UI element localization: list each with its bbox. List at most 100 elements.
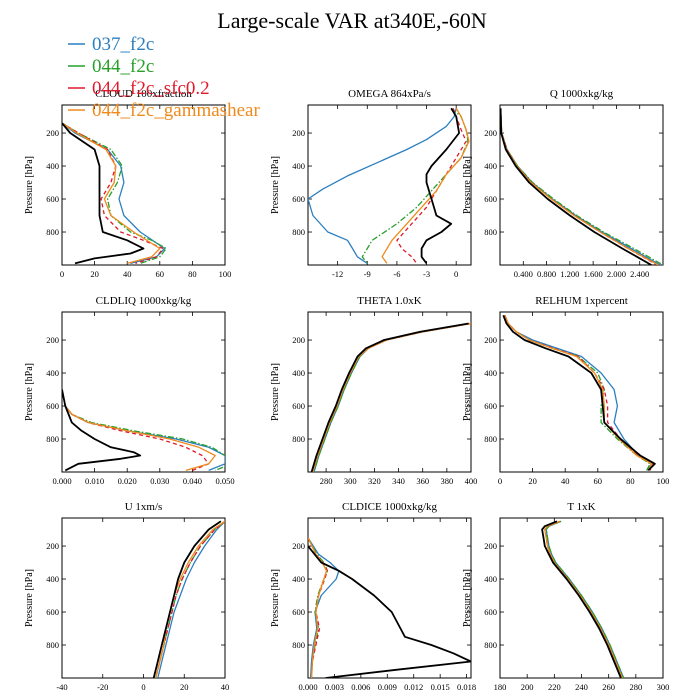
series-line-037-f2c (308, 108, 457, 264)
x-tick-label: 0.015 (431, 682, 450, 692)
x-tick-label: 320 (368, 476, 381, 486)
chart-panel: THETA 1.0xK 280 300 320 340 360 380 400 200 400 60… (270, 295, 477, 486)
legend-label: 037_f2c (92, 34, 154, 55)
x-tick-label: 0.800 (537, 269, 556, 279)
y-tick-label: 600 (292, 607, 305, 617)
y-axis-label: Pressure [hPa] (24, 156, 35, 214)
y-tick-label: 400 (46, 161, 59, 171)
x-tick-label: 0.018 (457, 682, 476, 692)
y-tick-label: 200 (292, 128, 305, 138)
x-tick-label: 0.003 (325, 682, 344, 692)
x-tick-label: 60 (594, 476, 603, 486)
series-line-obs (62, 389, 142, 472)
series-line-044-f2c (500, 108, 663, 265)
y-tick-label: 400 (292, 161, 305, 171)
panel-title: U 1xm/s (125, 501, 163, 513)
y-tick-label: 200 (292, 335, 305, 345)
series-line-044-f2c (545, 520, 625, 678)
series-line-044-f2c-gammashear (155, 520, 225, 678)
y-axis-label: Pressure [hPa] (462, 156, 473, 214)
x-tick-label: 0.012 (404, 682, 423, 692)
series-line-044-f2c-gammashear (62, 122, 161, 265)
series-line-044-f2c (155, 520, 225, 678)
x-tick-label: 300 (657, 682, 670, 692)
y-tick-label: 400 (484, 368, 497, 378)
x-tick-label: 360 (416, 476, 429, 486)
series-line-obs (62, 122, 145, 265)
chart-panel: OMEGA 864xPa/s -12 -9 -6 -3 0 200 400 600 800 Pres… (270, 88, 472, 279)
panel-title: CLOUD 100xfraction (95, 88, 192, 100)
series-line-044-f2c-gammashear (381, 107, 470, 264)
x-tick-label: 1.600 (584, 269, 603, 279)
series-line-037-f2c (157, 520, 225, 678)
series-line-044-f2c (361, 107, 469, 264)
x-tick-label: 0.050 (215, 476, 234, 486)
legend-label: 044_f2c_sfc0.2 (92, 78, 210, 99)
x-tick-label: 40 (123, 269, 132, 279)
y-tick-label: 400 (484, 161, 497, 171)
y-tick-label: 800 (292, 227, 305, 237)
x-tick-label: 100 (219, 269, 232, 279)
y-tick-label: 400 (46, 368, 59, 378)
x-tick-label: 220 (548, 682, 561, 692)
x-tick-label: 20 (90, 269, 99, 279)
series-line-044-f2c-gammashear (312, 322, 471, 472)
series-line-037-f2c (308, 537, 340, 678)
x-tick-label: 200 (521, 682, 534, 692)
y-tick-label: 200 (46, 541, 59, 551)
y-tick-label: 800 (484, 640, 497, 650)
panels: CLOUD 100xfraction 0 20 40 60 80 100 200 400 600 8… (24, 88, 669, 692)
series-line-obs (310, 322, 469, 472)
x-tick-label: 20 (180, 682, 189, 692)
x-tick-label: -6 (393, 269, 400, 279)
x-tick-label: 2.400 (630, 269, 649, 279)
y-tick-label: 200 (292, 541, 305, 551)
x-tick-label: -3 (423, 269, 430, 279)
x-tick-label: -9 (364, 269, 371, 279)
x-tick-label: 400 (465, 476, 478, 486)
plot-frame (499, 104, 664, 266)
y-tick-label: 600 (46, 607, 59, 617)
y-axis-label: Pressure [hPa] (24, 363, 35, 421)
chart-panel: CLDICE 1000xkg/kg 0.000 0.003 0.006 0.009 0.0… (270, 501, 476, 692)
series-line-044-f2c-gammashear (504, 315, 653, 471)
plot-frame (307, 311, 472, 473)
series-line-044-f2c-gammashear (62, 389, 216, 472)
series-line-obs (502, 314, 656, 472)
x-tick-label: 240 (575, 682, 588, 692)
series-line-044-f2c-sfc0-2 (62, 389, 210, 472)
x-tick-label: 0.009 (378, 682, 397, 692)
y-tick-label: 800 (292, 434, 305, 444)
y-axis-label: Pressure [hPa] (270, 569, 281, 627)
x-tick-label: 2.000 (607, 269, 626, 279)
x-tick-label: 380 (440, 476, 453, 486)
series-line-obs (152, 520, 222, 678)
y-tick-label: 800 (292, 640, 305, 650)
x-tick-label: 0.000 (52, 476, 71, 486)
x-tick-label: 80 (188, 269, 197, 279)
y-tick-label: 800 (484, 227, 497, 237)
x-tick-label: 20 (528, 476, 537, 486)
series-line-044-f2c-sfc0-2 (396, 108, 467, 264)
panel-title: T 1xK (567, 501, 595, 513)
x-tick-label: 100 (657, 476, 670, 486)
series-line-044-f2c-sfc0-2 (62, 122, 164, 265)
plot-frame (307, 517, 472, 679)
x-tick-label: 0.010 (85, 476, 104, 486)
series-line-044-f2c (308, 537, 329, 678)
chart-panel: U 1xm/s -40 -20 0 20 40 200 400 600 800 Pressure [… (24, 501, 229, 692)
y-tick-label: 400 (292, 368, 305, 378)
y-tick-label: 800 (46, 434, 59, 444)
x-tick-label: 0 (60, 269, 64, 279)
y-tick-label: 600 (46, 194, 59, 204)
y-tick-label: 600 (46, 401, 59, 411)
panel-title: OMEGA 864xPa/s (348, 88, 431, 100)
plot-frame (307, 104, 472, 266)
series-line-044-f2c-sfc0-2 (500, 108, 658, 265)
y-tick-label: 800 (484, 434, 497, 444)
series-line-obs (308, 545, 471, 678)
x-tick-label: 40 (221, 682, 230, 692)
y-tick-label: 200 (484, 335, 497, 345)
series-line-044-f2c (62, 389, 225, 472)
series-line-044-f2c (313, 322, 471, 472)
